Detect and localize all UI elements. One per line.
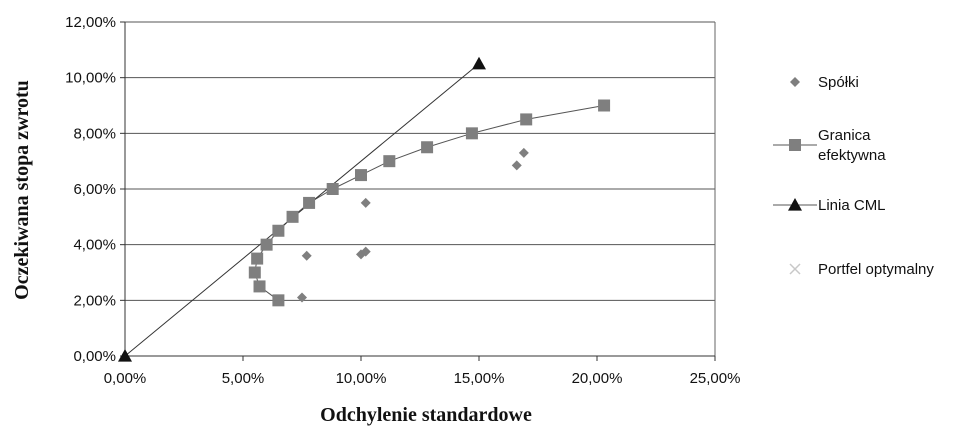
point-spolki <box>301 250 312 261</box>
y-tick-label: 8,00% <box>73 125 116 142</box>
legend-marker <box>789 139 801 151</box>
point-granica-efektywna <box>303 196 316 209</box>
legend-label: Granica <box>818 127 871 144</box>
point-spolki <box>511 160 522 171</box>
legend-item-linia-cml: Linia CML <box>773 197 886 214</box>
point-spolki <box>360 197 371 208</box>
legend-label: Portfel optymalny <box>818 261 934 278</box>
x-stroke <box>789 263 801 275</box>
legend-marker <box>790 77 800 87</box>
x-tick-label: 25,00% <box>690 370 741 387</box>
y-axis-title: Oczekiwana stopa zwrotu <box>11 80 33 300</box>
point-granica-efektywna <box>286 210 299 223</box>
plot-area <box>118 56 611 362</box>
axes <box>120 21 716 361</box>
point-granica-efektywna <box>355 169 367 182</box>
x-tick-label: 5,00% <box>222 370 265 387</box>
legend-item-spolki: Spółki <box>790 74 859 91</box>
point-granica-efektywna <box>326 183 339 195</box>
gridlines <box>125 21 715 301</box>
y-tick-labels: 0,00% 2,00% 4,00% 6,00% 8,00% 10,00% 12,00% <box>65 14 116 365</box>
legend: Spółki Granica efektywna Linia CML Portfel o… <box>773 74 934 278</box>
point-granica-efektywna <box>421 141 434 154</box>
point-granica-efektywna <box>248 266 261 279</box>
y-tick-label: 2,00% <box>73 292 116 309</box>
point-granica-efektywna <box>272 224 285 237</box>
point-granica-efektywna <box>598 99 611 112</box>
y-tick-label: 12,00% <box>65 14 116 31</box>
point-granica-efektywna <box>465 127 478 140</box>
y-tick-label: 6,00% <box>73 181 116 198</box>
legend-label: Spółki <box>818 74 859 91</box>
point-granica-efektywna <box>383 155 396 168</box>
point-spolki <box>360 246 371 257</box>
legend-marker <box>788 198 802 211</box>
x-tick-label: 20,00% <box>572 370 623 387</box>
legend-label: efektywna <box>818 147 886 164</box>
y-tick-label: 4,00% <box>73 237 116 254</box>
legend-item-portfel-optymalny: Portfel optymalny <box>789 261 934 278</box>
x-tick-label: 10,00% <box>336 370 387 387</box>
legend-item-granica-efektywna: Granica efektywna <box>773 127 886 164</box>
legend-marker <box>789 263 801 275</box>
point-spolki <box>518 147 529 158</box>
x-axis-title: Odchylenie standardowe <box>320 404 532 426</box>
point-linia-cml <box>472 56 486 70</box>
series-line-linia-cml <box>124 63 480 357</box>
point-granica-efektywna <box>253 280 266 293</box>
y-tick-label: 0,00% <box>73 348 116 365</box>
point-granica-efektywna <box>260 238 273 251</box>
point-spolki <box>297 292 307 303</box>
legend-label: Linia CML <box>818 197 886 214</box>
point-granica-efektywna <box>251 252 264 265</box>
point-granica-efektywna <box>272 294 285 307</box>
point-granica-efektywna <box>520 113 533 126</box>
x-tick-label: 15,00% <box>454 370 505 387</box>
point-linia-cml <box>118 349 132 362</box>
y-tick-label: 10,00% <box>65 70 116 87</box>
x-tick-label: 0,00% <box>104 370 147 387</box>
x-tick-labels: 0,00% 5,00% 10,00% 15,00% 20,00% 25,00% <box>104 370 741 387</box>
